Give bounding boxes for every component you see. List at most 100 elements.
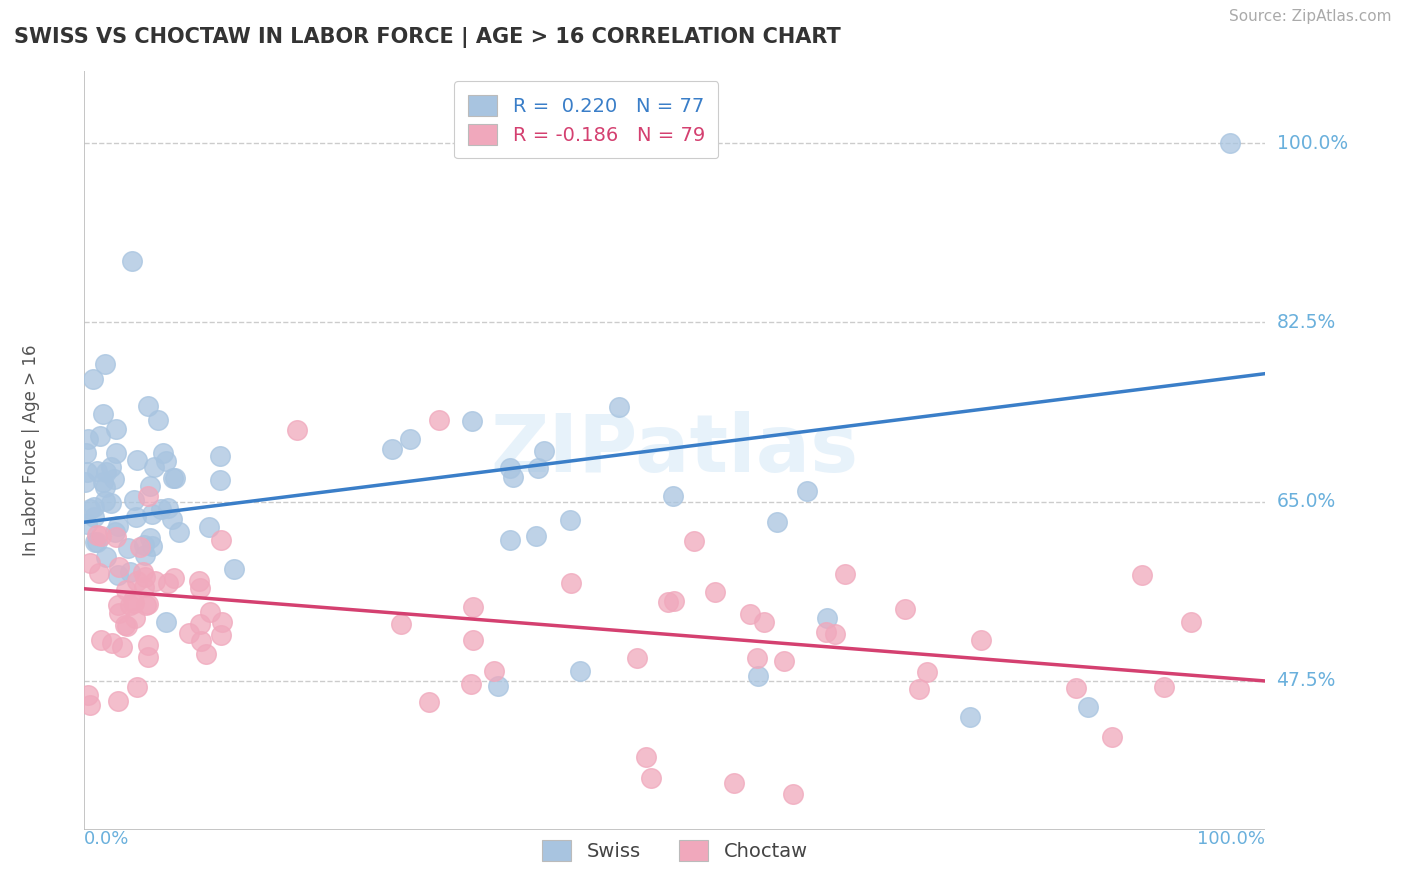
Point (101, 636, 124, 650)
Point (662, 489, 685, 503)
Point (486, 679, 509, 693)
Point (76, 465, 98, 479)
Point (76, 689, 98, 703)
Point (134, 580, 156, 594)
Point (162, 470, 184, 484)
Point (222, 562, 245, 576)
Point (209, 628, 232, 642)
Point (285, 423, 308, 437)
Point (114, 618, 136, 632)
Point (146, 413, 169, 427)
Point (211, 615, 233, 630)
Point (76, 516, 98, 531)
Point (91, 408, 114, 422)
Point (91, 475, 114, 490)
Point (155, 453, 177, 467)
Point (135, 598, 157, 612)
Point (607, 400, 630, 414)
Point (86, 535, 108, 549)
Point (136, 399, 159, 413)
Point (636, 749, 658, 764)
Point (150, 502, 173, 516)
Point (93, 357, 115, 371)
Point (132, 566, 155, 580)
Point (86, 464, 108, 478)
Point (107, 694, 129, 708)
Point (959, 710, 981, 724)
Text: In Labor Force | Age > 16: In Labor Force | Age > 16 (22, 344, 41, 557)
Point (117, 541, 139, 556)
Point (796, 483, 818, 498)
Point (90, 632, 112, 647)
Point (94, 550, 117, 565)
Point (162, 571, 184, 585)
Text: 100.0%: 100.0% (1277, 134, 1347, 153)
Point (815, 611, 838, 625)
Point (114, 582, 136, 597)
Point (138, 479, 160, 493)
Point (524, 529, 547, 543)
Point (156, 576, 179, 591)
Point (198, 605, 221, 619)
Point (970, 632, 993, 647)
Point (104, 446, 127, 460)
Point (122, 596, 145, 610)
Point (657, 595, 679, 609)
Point (427, 413, 450, 427)
Point (1101, 731, 1123, 745)
Point (143, 459, 166, 474)
Text: Source: ZipAtlas.com: Source: ZipAtlas.com (1229, 9, 1392, 24)
Point (399, 432, 422, 446)
Point (560, 513, 582, 527)
Point (79, 698, 101, 712)
Point (461, 633, 484, 648)
Point (136, 649, 159, 664)
Point (118, 566, 141, 580)
Point (766, 515, 789, 529)
Point (94, 494, 117, 508)
Point (745, 651, 768, 665)
Point (141, 539, 163, 553)
Point (915, 665, 938, 679)
Point (662, 593, 685, 607)
Point (104, 524, 127, 539)
Point (104, 422, 127, 436)
Point (754, 615, 776, 629)
Point (134, 570, 156, 584)
Point (115, 618, 138, 632)
Point (160, 512, 183, 526)
Point (381, 442, 404, 457)
Point (122, 593, 145, 607)
Point (814, 624, 837, 639)
Point (461, 414, 484, 428)
Point (1130, 568, 1153, 582)
Point (389, 617, 412, 632)
Point (169, 525, 191, 540)
Point (188, 617, 211, 632)
Point (640, 772, 662, 786)
Point (418, 695, 440, 709)
Point (93, 480, 115, 494)
Point (141, 507, 163, 521)
Text: 0.0%: 0.0% (84, 830, 129, 847)
Point (782, 787, 804, 801)
Point (533, 444, 555, 458)
Point (138, 638, 160, 652)
Point (124, 510, 146, 524)
Point (83, 535, 105, 549)
Point (125, 453, 148, 467)
Point (747, 669, 769, 683)
Point (89, 566, 111, 580)
Legend: Swiss, Choctaw: Swiss, Choctaw (534, 832, 815, 869)
Point (1219, 136, 1241, 150)
Text: 100.0%: 100.0% (1198, 830, 1265, 847)
Text: ZIPatlas: ZIPatlas (491, 411, 859, 490)
Point (89, 429, 111, 443)
Point (908, 681, 931, 696)
Point (1180, 615, 1202, 629)
Point (107, 599, 129, 613)
Point (683, 534, 706, 549)
Point (208, 473, 231, 487)
Point (79, 556, 101, 570)
Point (187, 574, 209, 589)
